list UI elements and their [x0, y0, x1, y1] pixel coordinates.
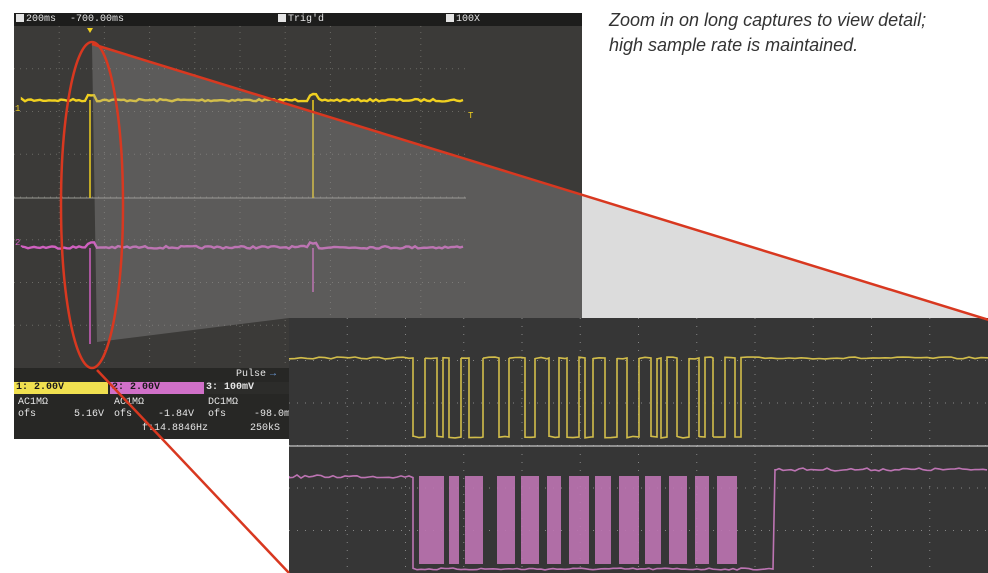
frequency-readout: f:14.8846Hz	[142, 423, 209, 434]
trigger-level-marker: T	[468, 111, 474, 121]
ch1-offset-label: ofs	[18, 409, 37, 420]
ch2-offset-label: ofs	[114, 409, 133, 420]
ch3-scale: 3: 100mV	[204, 382, 298, 394]
zoom-readout: 100X	[446, 13, 480, 26]
zoom-ch2-burst	[717, 476, 737, 564]
zoom-ch2-trace	[289, 467, 988, 571]
zoom-ch2-burst	[619, 476, 639, 564]
ch2-marker: 2	[15, 238, 21, 248]
scope-m-icon	[16, 14, 24, 22]
ch1-offset-value: 5.16V	[74, 409, 105, 420]
scope-waveform-area: 1 2	[14, 26, 466, 368]
zoom-ch2-burst	[419, 476, 444, 564]
ch3-offset-value: -98.0m	[254, 409, 291, 420]
ch1-marker: 1	[15, 104, 21, 114]
trigger-type: Pulse →	[236, 369, 277, 380]
scope-waveform-svg	[14, 26, 466, 368]
trigger-state: Trig'd	[278, 13, 324, 26]
trigger-position-marker	[87, 28, 93, 33]
zoom-ch2-burst	[669, 476, 687, 564]
ch1-coupling: AC1MΩ	[18, 397, 49, 408]
trigger-edge-icon: →	[270, 369, 277, 380]
run-icon	[278, 14, 286, 22]
sample-rate-readout: 250kS	[250, 423, 281, 434]
zoom-ch2-burst	[645, 476, 661, 564]
zoom-ch2-burst	[569, 476, 589, 564]
zoom-ch2-burst	[695, 476, 709, 564]
zoom-ch2-burst	[547, 476, 561, 564]
zoom-ch2-burst	[595, 476, 611, 564]
zoom-ch2-burst	[465, 476, 483, 564]
zoomed-waveform-svg	[289, 318, 988, 573]
zoom-icon	[446, 14, 454, 22]
zoom-ch2-burst	[449, 476, 459, 564]
ch2-coupling: AC1MΩ	[114, 397, 145, 408]
ch2-offset-value: -1.84V	[158, 409, 195, 420]
ch2-scale: 2: 2.00V	[110, 382, 204, 394]
zoomed-view	[289, 318, 988, 573]
ch3-offset-label: ofs	[208, 409, 227, 420]
zoom-ch1-trace	[289, 356, 988, 439]
caption-text: Zoom in on long captures to view detail;…	[609, 10, 927, 55]
zoom-ch2-burst	[521, 476, 539, 564]
zoom-ch2-burst	[497, 476, 515, 564]
timebase-readout: 200ms	[16, 13, 56, 26]
offset-readout: -700.00ms	[70, 14, 125, 25]
scope-status-bar: 200ms -700.00ms Trig'd 100X	[14, 13, 582, 26]
ch3-coupling: DC1MΩ	[208, 397, 239, 408]
ch1-scale: 1: 2.00V	[14, 382, 108, 394]
